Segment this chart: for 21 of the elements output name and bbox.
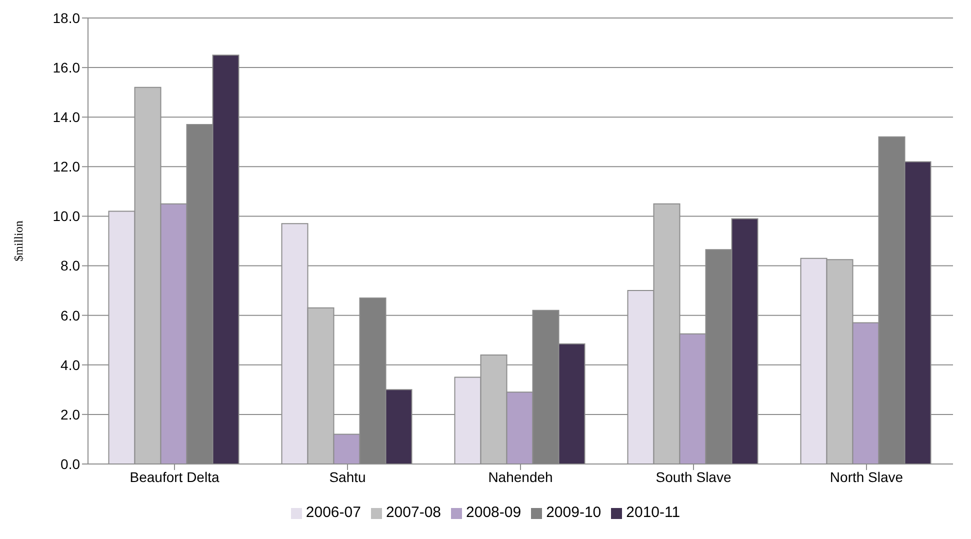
y-tick-label: 12.0 xyxy=(52,158,80,175)
y-tick-label: 2.0 xyxy=(60,406,80,422)
y-tick-label: 16.0 xyxy=(52,60,80,76)
legend-label: 2008-09 xyxy=(466,504,522,521)
legend-label: 2010-11 xyxy=(626,504,680,521)
x-tick-label: Sahtu xyxy=(329,468,366,485)
legend-label: 2009-10 xyxy=(546,504,602,521)
y-tick-label: 14.0 xyxy=(52,109,80,126)
x-tick-label: Nahendeh xyxy=(488,468,553,485)
y-tick-label: 6.0 xyxy=(60,307,80,324)
y-tick-label: 8.0 xyxy=(60,258,80,274)
y-axis-title: $million xyxy=(11,220,26,262)
y-tick-label: 10.0 xyxy=(52,208,80,224)
x-tick-label: South Slave xyxy=(656,468,732,485)
y-tick-label: 18.0 xyxy=(52,10,80,26)
y-tick-label: 4.0 xyxy=(60,356,80,373)
legend-label: 2007-08 xyxy=(386,504,442,521)
x-tick-label: North Slave xyxy=(830,468,904,485)
x-tick-label: Beaufort Delta xyxy=(130,468,220,485)
y-tick-label: 0.0 xyxy=(60,456,80,472)
legend-label: 2006-07 xyxy=(306,504,361,521)
